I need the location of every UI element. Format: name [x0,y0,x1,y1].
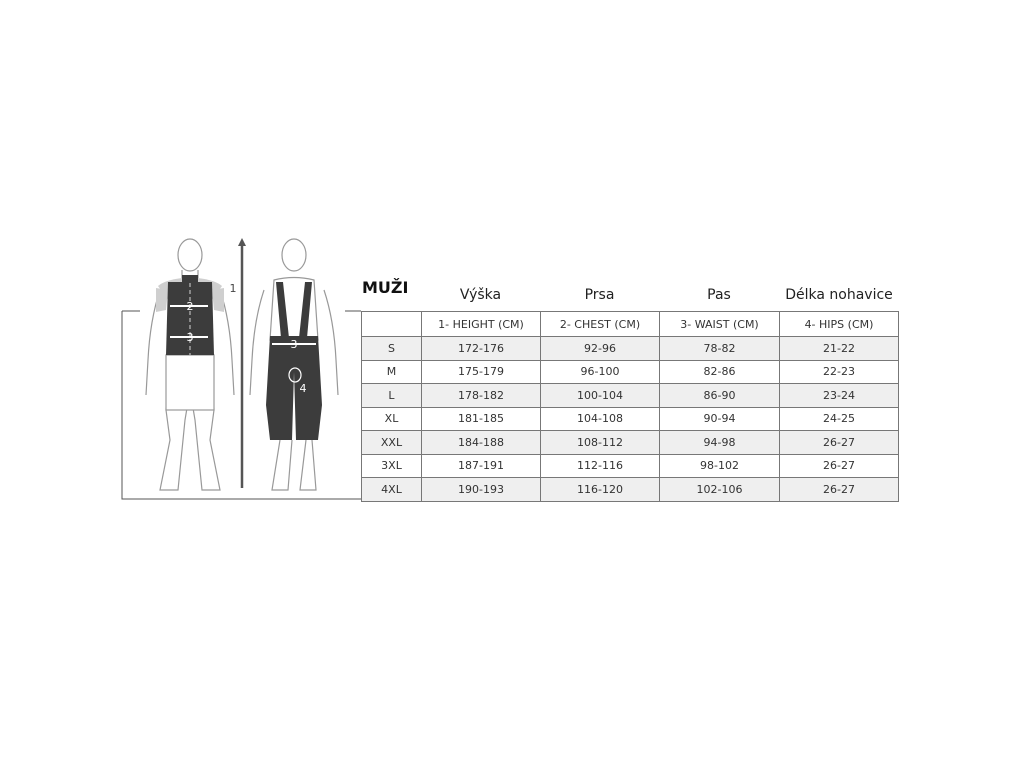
table-cell: 4- HIPS (CM) [779,311,899,337]
table-row: XXL 184-188 108-112 94-98 26-27 [361,430,899,455]
table-cell: 116-120 [540,477,660,502]
table-cell: 2- CHEST (CM) [540,311,660,337]
table-cell: 21-22 [779,336,899,361]
label-waist: 3 [187,331,194,344]
table-cell: 78-82 [659,336,780,361]
back-figure [249,238,339,491]
page-title: MUŽI [362,278,409,297]
table-cell: XL [361,406,422,431]
column-title-waist: Pas [707,287,731,303]
table-cell: 94-98 [659,430,780,455]
label-hips: 4 [300,382,307,395]
table-header-row: 1- HEIGHT (CM) 2- CHEST (CM) 3- WAIST (CM)… [361,311,899,337]
table-cell: 4XL [361,477,422,502]
table-cell: 86-90 [659,383,780,408]
table-cell: 181-185 [421,406,541,431]
table-cell: 108-112 [540,430,660,455]
table-cell: 104-108 [540,406,660,431]
column-title-chest: Prsa [584,287,615,303]
label-waist-back: 3 [291,338,298,351]
table-row: M 175-179 96-100 82-86 22-23 [361,359,899,384]
table-cell: 26-27 [779,477,899,502]
table-cell: 3- WAIST (CM) [659,311,780,337]
column-title-height: Výška [459,287,502,303]
table-cell: 22-23 [779,359,899,384]
size-table: 1- HEIGHT (CM) 2- CHEST (CM) 3- WAIST (CM)… [361,311,899,502]
table-cell: 26-27 [779,453,899,478]
table-row: L 178-182 100-104 86-90 23-24 [361,383,899,408]
table-cell: 23-24 [779,383,899,408]
table-cell: 82-86 [659,359,780,384]
table-cell: 90-94 [659,406,780,431]
table-cell: 24-25 [779,406,899,431]
table-cell: S [361,336,422,361]
table-cell: 26-27 [779,430,899,455]
label-height: 1 [230,282,237,295]
table-cell: 172-176 [421,336,541,361]
table-row: S 172-176 92-96 78-82 21-22 [361,336,899,361]
label-chest: 2 [187,300,194,313]
table-row: 3XL 187-191 112-116 98-102 26-27 [361,453,899,478]
table-cell: 3XL [361,453,422,478]
table-cell [361,311,422,337]
table-cell: L [361,383,422,408]
table-cell: 92-96 [540,336,660,361]
table-row: XL 181-185 104-108 90-94 24-25 [361,406,899,431]
table-cell: 1- HEIGHT (CM) [421,311,541,337]
table-cell: 98-102 [659,453,780,478]
column-title-hips: Délka nohavice [785,287,893,303]
table-cell: 175-179 [421,359,541,384]
table-cell: 184-188 [421,430,541,455]
table-cell: 112-116 [540,453,660,478]
table-cell: 100-104 [540,383,660,408]
table-cell: 96-100 [540,359,660,384]
table-cell: 102-106 [659,477,780,502]
table-cell: XXL [361,430,422,455]
table-cell: M [361,359,422,384]
table-cell: 187-191 [421,453,541,478]
table-row: 4XL 190-193 116-120 102-106 26-27 [361,477,899,502]
table-cell: 190-193 [421,477,541,502]
table-cell: 178-182 [421,383,541,408]
front-figure [145,238,235,491]
